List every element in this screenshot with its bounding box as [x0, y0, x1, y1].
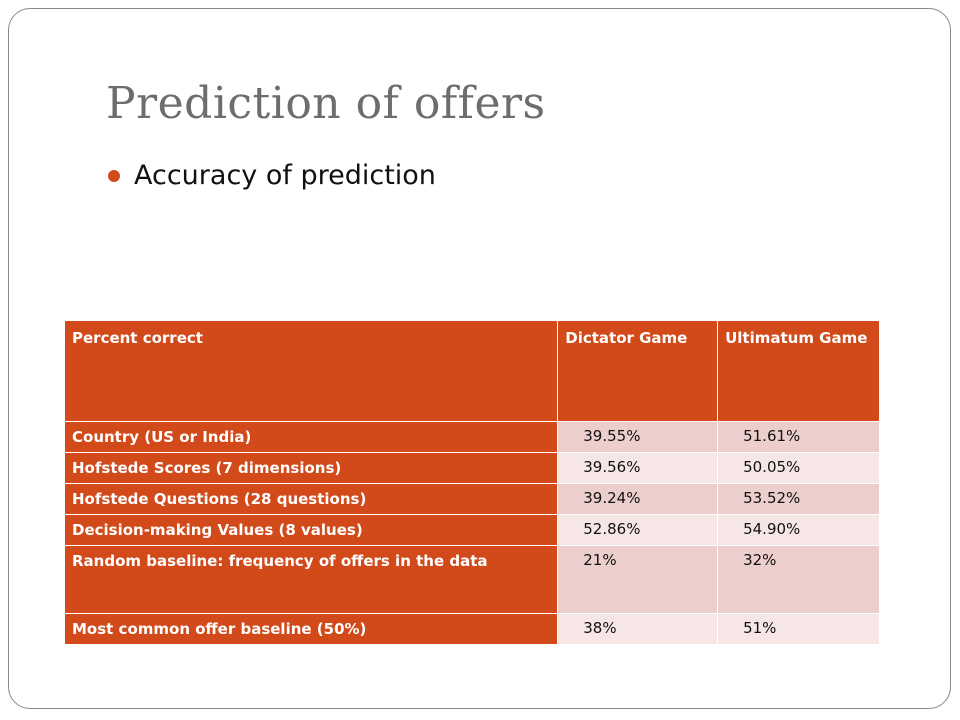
row-label: Random baseline: frequency of offers in …: [63, 545, 559, 614]
row-label: Country (US or India): [63, 421, 559, 453]
dictator-value: 38%: [557, 613, 719, 645]
header-ultimatum-game: Ultimatum Game: [717, 320, 880, 422]
results-table: Percent correct Dictator Game Ultimatum …: [63, 320, 880, 645]
ultimatum-value: 53.52%: [717, 483, 880, 515]
table-row: Country (US or India) 39.55% 51.61%: [63, 421, 880, 453]
slide-title: Prediction of offers: [106, 78, 546, 129]
header-percent-correct: Percent correct: [63, 320, 559, 422]
dictator-value: 39.56%: [557, 452, 719, 484]
bullet-dot-icon: [108, 169, 120, 182]
table-row: Hofstede Scores (7 dimensions) 39.56% 50…: [63, 452, 880, 484]
row-label: Decision-making Values (8 values): [63, 514, 559, 546]
table-header-row: Percent correct Dictator Game Ultimatum …: [63, 320, 880, 422]
ultimatum-value: 50.05%: [717, 452, 880, 484]
bullet-item: Accuracy of prediction: [108, 160, 436, 191]
table-row: Random baseline: frequency of offers in …: [63, 545, 880, 614]
ultimatum-value: 54.90%: [717, 514, 880, 546]
ultimatum-value: 51.61%: [717, 421, 880, 453]
ultimatum-value: 51%: [717, 613, 880, 645]
row-label: Most common offer baseline (50%): [63, 613, 559, 645]
table-row: Decision-making Values (8 values) 52.86%…: [63, 514, 880, 546]
table-row: Most common offer baseline (50%) 38% 51%: [63, 613, 880, 645]
ultimatum-value: 32%: [717, 545, 880, 614]
row-label: Hofstede Questions (28 questions): [63, 483, 559, 515]
row-label: Hofstede Scores (7 dimensions): [63, 452, 559, 484]
dictator-value: 21%: [557, 545, 719, 614]
dictator-value: 52.86%: [557, 514, 719, 546]
bullet-text: Accuracy of prediction: [134, 160, 436, 191]
dictator-value: 39.55%: [557, 421, 719, 453]
table-row: Hofstede Questions (28 questions) 39.24%…: [63, 483, 880, 515]
header-dictator-game: Dictator Game: [557, 320, 719, 422]
dictator-value: 39.24%: [557, 483, 719, 515]
